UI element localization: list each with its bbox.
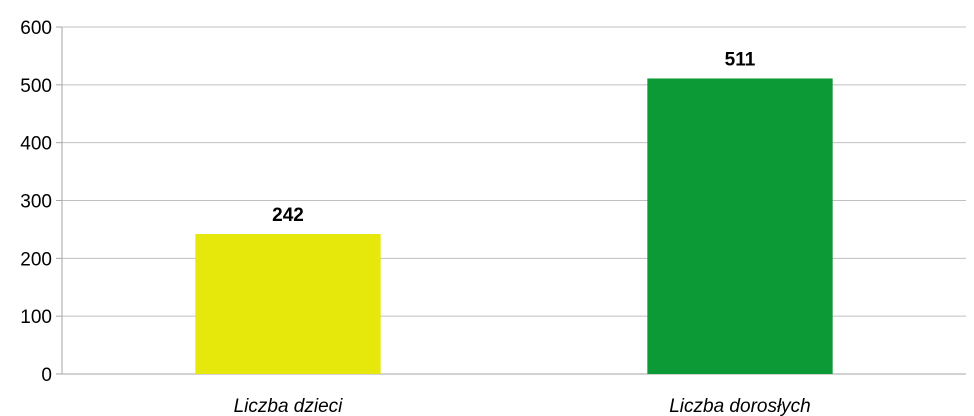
data-label-2: 511 — [725, 49, 756, 70]
bar-1 — [195, 234, 381, 374]
y-tick-label-500: 500 — [20, 76, 52, 97]
category-label-2: Liczba dorosłych — [669, 396, 811, 416]
bar-2 — [647, 78, 833, 374]
y-tick-label-300: 300 — [20, 192, 52, 213]
y-tick-label-600: 600 — [20, 18, 52, 39]
y-axis-tick-labels: 0 100 200 300 400 500 600 — [20, 18, 52, 386]
y-tick-label-100: 100 — [20, 307, 52, 328]
category-label-1: Liczba dzieci — [234, 396, 344, 416]
data-label-1: 242 — [272, 205, 304, 226]
data-labels: 242 511 — [272, 49, 756, 226]
y-tick-label-0: 0 — [41, 365, 52, 386]
bars — [195, 78, 833, 374]
y-tick-label-200: 200 — [20, 249, 52, 270]
y-tick-label-400: 400 — [20, 134, 52, 155]
x-axis-category-labels: Liczba dzieci Liczba dorosłych — [234, 396, 811, 416]
